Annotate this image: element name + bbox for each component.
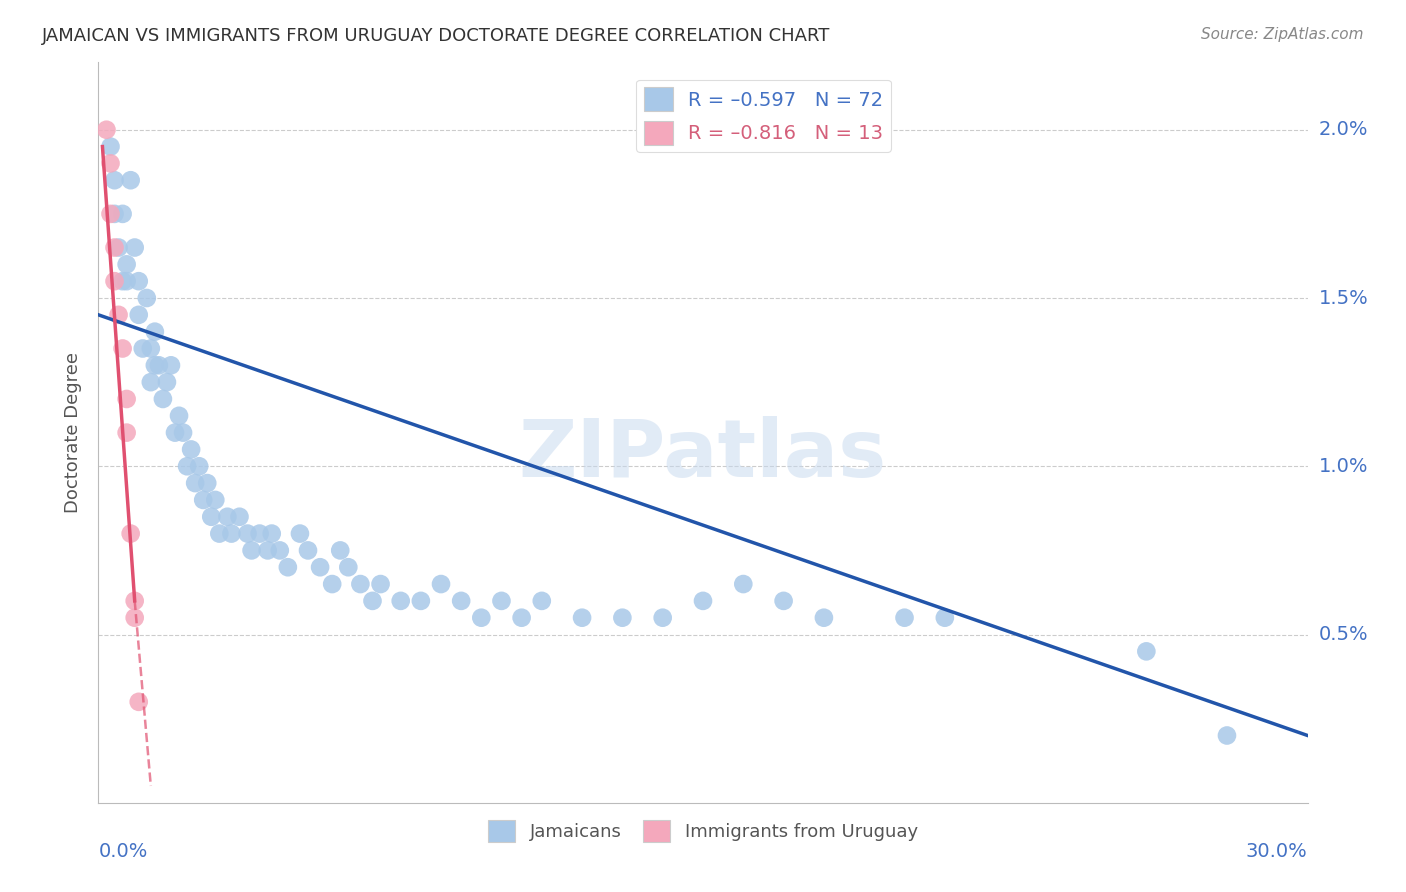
Text: 1.5%: 1.5% [1319, 288, 1368, 308]
Text: 0.0%: 0.0% [98, 842, 148, 861]
Point [1216, 729, 1239, 743]
Point [135, 291, 157, 305]
Point [128, 274, 150, 288]
Point [160, 359, 183, 373]
Point [893, 610, 915, 624]
Point [510, 610, 533, 624]
Point [193, 492, 215, 507]
Point [107, 240, 129, 255]
Point [321, 577, 343, 591]
Text: 2.0%: 2.0% [1319, 120, 1368, 139]
Point [128, 695, 150, 709]
Point [100, 139, 122, 153]
Point [208, 526, 231, 541]
Text: 1.0%: 1.0% [1319, 457, 1368, 475]
Point [132, 342, 155, 356]
Point [103, 173, 125, 187]
Point [409, 594, 432, 608]
Point [772, 594, 794, 608]
Point [111, 342, 134, 356]
Point [337, 560, 360, 574]
Point [163, 425, 186, 440]
Point [349, 577, 371, 591]
Point [115, 274, 138, 288]
Point [124, 594, 146, 608]
Point [236, 526, 259, 541]
Point [269, 543, 291, 558]
Point [612, 610, 634, 624]
Point [571, 610, 593, 624]
Point [120, 173, 142, 187]
Point [167, 409, 190, 423]
Point [120, 526, 142, 541]
Point [934, 610, 956, 624]
Point [228, 509, 250, 524]
Point [200, 509, 222, 524]
Point [124, 610, 146, 624]
Point [111, 207, 134, 221]
Point [107, 308, 129, 322]
Legend: Jamaicans, Immigrants from Uruguay: Jamaicans, Immigrants from Uruguay [481, 813, 925, 849]
Point [370, 577, 392, 591]
Point [115, 425, 138, 440]
Point [143, 359, 166, 373]
Text: ZIPatlas: ZIPatlas [519, 416, 887, 494]
Point [124, 240, 146, 255]
Point [221, 526, 243, 541]
Text: JAMAICAN VS IMMIGRANTS FROM URUGUAY DOCTORATE DEGREE CORRELATION CHART: JAMAICAN VS IMMIGRANTS FROM URUGUAY DOCT… [42, 27, 831, 45]
Point [813, 610, 835, 624]
Point [172, 425, 194, 440]
Point [148, 359, 170, 373]
Point [389, 594, 412, 608]
Point [115, 257, 138, 271]
Point [240, 543, 263, 558]
Point [180, 442, 202, 457]
Point [184, 476, 207, 491]
Point [361, 594, 384, 608]
Point [491, 594, 513, 608]
Point [256, 543, 278, 558]
Point [651, 610, 673, 624]
Point [128, 308, 150, 322]
Point [152, 392, 174, 406]
Point [156, 375, 179, 389]
Point [103, 274, 125, 288]
Text: 30.0%: 30.0% [1246, 842, 1308, 861]
Text: 0.5%: 0.5% [1319, 625, 1368, 644]
Point [1135, 644, 1157, 658]
Point [288, 526, 311, 541]
Point [692, 594, 714, 608]
Point [733, 577, 755, 591]
Point [217, 509, 239, 524]
Point [309, 560, 332, 574]
Point [195, 476, 218, 491]
Point [530, 594, 553, 608]
Point [176, 459, 198, 474]
Point [249, 526, 271, 541]
Point [100, 156, 122, 170]
Point [470, 610, 492, 624]
Text: Source: ZipAtlas.com: Source: ZipAtlas.com [1201, 27, 1364, 42]
Point [143, 325, 166, 339]
Point [204, 492, 226, 507]
Point [277, 560, 299, 574]
Y-axis label: Doctorate Degree: Doctorate Degree [65, 352, 83, 513]
Point [297, 543, 319, 558]
Point [96, 122, 118, 136]
Point [103, 207, 125, 221]
Point [139, 342, 162, 356]
Point [188, 459, 211, 474]
Point [329, 543, 352, 558]
Point [450, 594, 472, 608]
Point [111, 274, 134, 288]
Point [115, 392, 138, 406]
Point [139, 375, 162, 389]
Point [100, 207, 122, 221]
Point [260, 526, 283, 541]
Point [430, 577, 453, 591]
Point [103, 240, 125, 255]
